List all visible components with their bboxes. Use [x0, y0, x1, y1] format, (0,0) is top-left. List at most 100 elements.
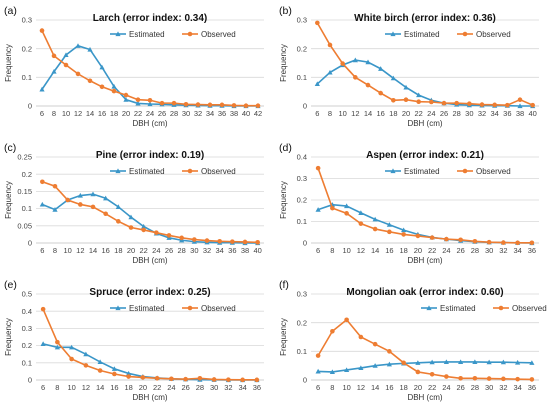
chart-panel-d: 0 0.1 0.2 0.3 0.4 6 8 10 12 14 16 18 20 22 24 26 28 30 32 3… [275, 137, 550, 275]
x-tick-label: 6 [40, 109, 44, 118]
x-tick-label: 30 [182, 109, 190, 118]
data-point-estimated [40, 341, 46, 346]
x-tick-label: 14 [86, 109, 94, 118]
x-tick-label: 22 [139, 246, 147, 255]
x-tick-label: 20 [414, 246, 422, 255]
data-point-estimated [315, 368, 321, 374]
data-point-estimated [111, 83, 117, 89]
x-tick-label: 22 [428, 383, 436, 392]
data-point-observed [195, 102, 201, 107]
series-line-estimated [41, 44, 258, 107]
series-line-estimated [42, 343, 257, 381]
x-axis-title: DBH (cm) [407, 393, 442, 402]
data-point-observed [501, 240, 506, 245]
data-point-estimated [372, 216, 378, 222]
x-tick-label: 26 [456, 246, 464, 255]
x-tick-label: 24 [442, 383, 450, 392]
legend-label: Observed [201, 304, 236, 313]
chart-panel-e: 0 0.1 0.2 0.3 0.4 0.5 6 8 10 12 14 16 18 20 22 24 26 28 30… [0, 274, 275, 412]
x-axis-title: DBH (cm) [407, 119, 442, 128]
data-point-estimated [386, 222, 392, 227]
data-point-observed [240, 377, 245, 383]
data-point-observed [505, 102, 510, 108]
y-axis-title: Frequency [279, 44, 288, 82]
x-tick-label: 18 [399, 246, 407, 255]
data-point-observed [501, 376, 506, 382]
data-point-observed [403, 97, 409, 102]
y-tick-label: 0 [28, 102, 32, 111]
data-point-observed [358, 221, 364, 226]
x-tick-label: 38 [241, 246, 249, 255]
series-line-observed [317, 167, 532, 244]
data-point-observed [429, 235, 435, 240]
data-point-estimated [128, 214, 134, 220]
data-point-observed [183, 376, 188, 382]
data-point-estimated [458, 359, 464, 365]
data-point-estimated [515, 359, 521, 365]
x-tick-label: 24 [167, 383, 175, 392]
data-point-estimated [329, 369, 335, 375]
data-point-observed [39, 28, 45, 33]
y-axis-title: Frequency [279, 181, 288, 219]
x-tick-label: 12 [74, 109, 82, 118]
data-point-estimated [51, 69, 57, 74]
x-tick-label: 30 [485, 246, 493, 255]
data-point-observed [415, 369, 421, 375]
data-point-observed [458, 237, 463, 243]
data-point-estimated [429, 359, 435, 365]
data-point-estimated [77, 192, 83, 198]
data-point-estimated [147, 101, 153, 107]
data-point-observed [315, 20, 320, 26]
legend-marker-observed [187, 305, 193, 311]
legend-label: Observed [201, 30, 236, 39]
x-tick-label: 16 [385, 246, 393, 255]
chart-svg-a: 0 0.1 0.2 0.3 6 8 10 12 14 16 18 20 22 24 26 28 30 32 34 36… [4, 5, 264, 128]
data-point-observed [255, 103, 261, 109]
chart-panel-c: 0 0.05 0.1 0.15 0.2 0.25 6 8 10 12 14 16 18 20 22 24 26 2… [0, 137, 275, 275]
legend-marker-observed [462, 168, 468, 174]
data-point-observed [458, 375, 463, 381]
y-tick-label: 0.3 [22, 324, 32, 333]
legend-label: Observed [476, 167, 511, 176]
data-point-observed [183, 101, 189, 107]
data-point-observed [387, 349, 392, 354]
data-point-observed [55, 339, 60, 345]
x-tick-label: 28 [452, 109, 460, 118]
data-point-observed [472, 375, 478, 381]
x-tick-label: 10 [62, 109, 70, 118]
x-tick-label: 36 [528, 383, 536, 392]
data-point-observed [231, 103, 237, 108]
data-point-estimated [99, 64, 105, 70]
x-tick-label: 36 [253, 383, 261, 392]
data-point-estimated [352, 57, 358, 63]
data-point-estimated [390, 75, 396, 81]
x-tick-label: 32 [203, 246, 211, 255]
data-point-observed [327, 42, 333, 48]
y-tick-label: 0.1 [22, 73, 32, 82]
data-point-observed [358, 334, 364, 340]
series-line-observed [41, 30, 258, 107]
x-tick-label: 18 [110, 109, 118, 118]
x-tick-label: 30 [465, 109, 473, 118]
x-tick-label: 12 [357, 246, 365, 255]
data-point-observed [140, 375, 146, 380]
chart-title: Aspen (error index: 0.21) [366, 150, 484, 161]
chart-title: White birch (error index: 0.36) [354, 13, 496, 24]
data-point-observed [97, 368, 103, 373]
x-tick-label: 6 [315, 109, 319, 118]
data-point-observed [515, 376, 520, 382]
data-point-observed [344, 317, 349, 323]
panel-label: (c) [4, 142, 16, 154]
data-point-observed [166, 233, 172, 238]
legend-label: Estimated [404, 167, 440, 176]
data-point-observed [154, 375, 160, 381]
x-tick-label: 20 [414, 383, 422, 392]
data-point-estimated [141, 223, 147, 229]
x-tick-label: 12 [82, 383, 90, 392]
data-point-observed [372, 226, 378, 232]
data-point-observed [65, 197, 70, 203]
data-point-observed [211, 377, 217, 382]
data-point-observed [401, 232, 406, 237]
x-tick-label: 8 [53, 246, 57, 255]
x-tick-label: 26 [440, 109, 448, 118]
